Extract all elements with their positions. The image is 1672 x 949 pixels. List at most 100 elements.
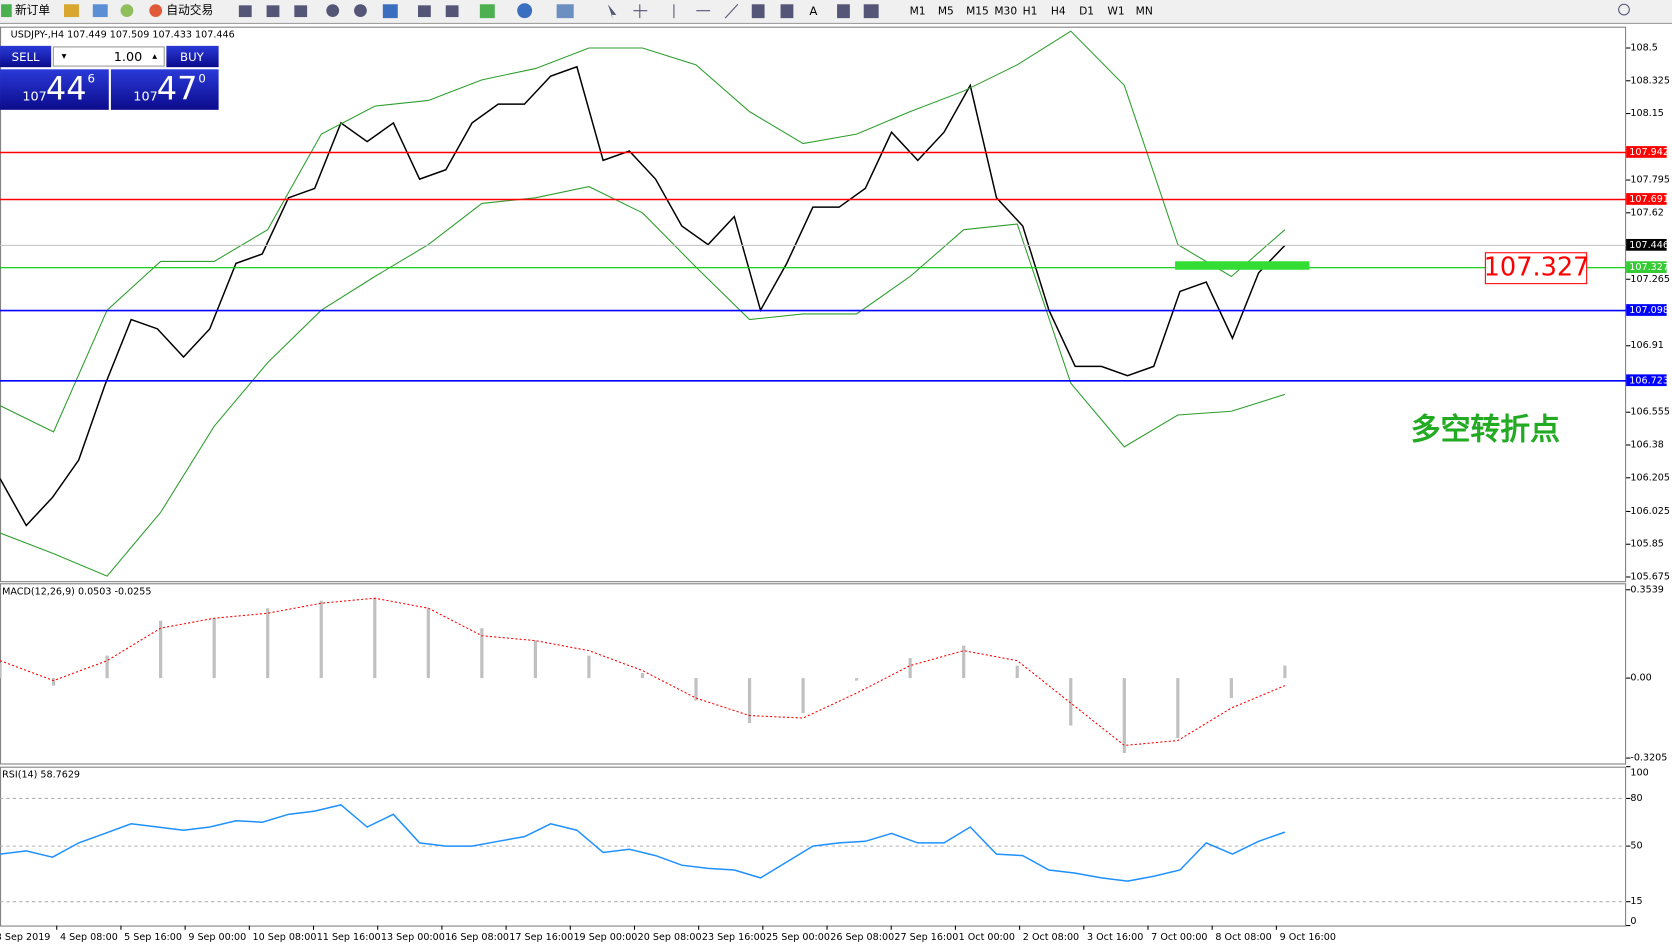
time-label: 4 Sep 08:00 bbox=[60, 932, 118, 943]
trade-panel: SELL 1.00 ▾ ▴ BUY 107 44 6 107 47 0 bbox=[0, 45, 219, 110]
lot-value[interactable]: 1.00 bbox=[114, 50, 142, 65]
bid-big: 107 bbox=[22, 90, 46, 105]
plots bbox=[0, 30, 1627, 903]
main-frame bbox=[0, 26, 1627, 583]
bid-sup: 6 bbox=[87, 71, 94, 85]
price-label-box bbox=[1626, 261, 1667, 273]
icon bbox=[1, 4, 12, 18]
time-label: 5 Sep 16:00 bbox=[124, 932, 182, 943]
price-label-box bbox=[1626, 238, 1667, 251]
price-label: 107.098 bbox=[1629, 305, 1669, 316]
lot-up[interactable]: ▴ bbox=[152, 51, 157, 62]
y-tick-label: 106.38 bbox=[1630, 439, 1664, 450]
time-label: 1 Oct 00:00 bbox=[959, 932, 1015, 943]
y-tick-label: -0.3205 bbox=[1630, 753, 1667, 764]
tool-icons[interactable]: A bbox=[238, 3, 879, 20]
callout-box bbox=[1484, 252, 1588, 285]
y-tick-label: 107.265 bbox=[1630, 274, 1670, 285]
timeframe-button[interactable]: W1 bbox=[1107, 5, 1124, 18]
price-label: 107.691 bbox=[1629, 194, 1669, 205]
price-label: 107.942 bbox=[1629, 147, 1669, 158]
price-label: 107.446 bbox=[1629, 240, 1669, 251]
callout-label: 107.327 bbox=[1484, 253, 1590, 283]
timeframe-bar: M1 M5 M15 M30 H1 H4 D1 W1 MN bbox=[910, 5, 1153, 18]
y-tick-label: 107.62 bbox=[1630, 207, 1664, 218]
y-tick-label: 108.5 bbox=[1630, 43, 1657, 54]
timeframe-button[interactable]: M30 bbox=[994, 5, 1017, 18]
lot-input[interactable] bbox=[52, 46, 165, 67]
timeframe-button[interactable]: D1 bbox=[1079, 5, 1094, 18]
search-icon[interactable] bbox=[1618, 3, 1630, 16]
time-label: 9 Oct 16:00 bbox=[1280, 932, 1336, 943]
auto-trading-button[interactable]: 自动交易 bbox=[166, 3, 213, 17]
buy-button[interactable] bbox=[166, 45, 219, 68]
timeframe-button[interactable]: M5 bbox=[938, 5, 954, 18]
series-line bbox=[0, 30, 1286, 433]
price-label: 106.723 bbox=[1629, 375, 1669, 386]
y-tick-label: 80 bbox=[1630, 793, 1642, 804]
axes: 3 Sep 2019 4 Sep 08:00 5 Sep 16:00 9 Sep 00… bbox=[0, 30, 1670, 943]
timeframe-button[interactable]: M1 bbox=[910, 5, 926, 18]
annotation: 多空转折点 bbox=[1411, 412, 1560, 447]
buy-label[interactable]: BUY bbox=[180, 50, 205, 64]
time-label: 3 Oct 16:00 bbox=[1087, 932, 1143, 943]
panel-title: RSI(14) 58.7629 bbox=[2, 770, 80, 781]
icon[interactable] bbox=[120, 4, 134, 18]
price-label-box bbox=[1626, 146, 1667, 158]
time-label: 26 Sep 08:00 bbox=[830, 932, 894, 943]
sell-label[interactable]: SELL bbox=[12, 50, 40, 64]
new-order-button[interactable]: 新订单 bbox=[15, 3, 50, 17]
ask-main: 47 bbox=[157, 70, 198, 108]
panel-title: USDJPY-,H4 107.449 107.509 107.433 107.4… bbox=[11, 30, 235, 41]
signal-line bbox=[0, 597, 1286, 746]
price-label-box bbox=[1626, 193, 1667, 205]
price-label-box bbox=[1626, 304, 1667, 316]
y-tick-label: 108.325 bbox=[1630, 75, 1670, 86]
svg-text:A: A bbox=[809, 4, 817, 18]
icon[interactable] bbox=[149, 4, 163, 18]
time-label: 10 Sep 08:00 bbox=[253, 932, 317, 943]
panel-title: MACD(12,26,9) 0.0503 -0.0255 bbox=[2, 586, 151, 597]
icon[interactable] bbox=[92, 4, 108, 18]
timeframe-button[interactable]: M15 bbox=[966, 5, 989, 18]
ask-sup: 0 bbox=[198, 71, 205, 85]
icon[interactable] bbox=[64, 4, 79, 18]
series-line bbox=[0, 186, 1286, 577]
time-label: 11 Sep 16:00 bbox=[317, 932, 381, 943]
lot-down[interactable]: ▾ bbox=[62, 51, 67, 62]
timeframe-button[interactable]: H4 bbox=[1051, 5, 1066, 18]
y-tick-label: 106.91 bbox=[1630, 340, 1664, 351]
y-tick-label: 0 bbox=[1630, 916, 1636, 927]
bid-main: 44 bbox=[46, 70, 87, 108]
y-tick-label: 15 bbox=[1630, 896, 1642, 907]
time-label: 2 Oct 08:00 bbox=[1023, 932, 1079, 943]
ask-big: 107 bbox=[133, 90, 157, 105]
y-tick-label: 0.3539 bbox=[1630, 584, 1664, 595]
ask-box[interactable] bbox=[110, 69, 219, 110]
y-tick-label: 108.15 bbox=[1630, 108, 1664, 119]
time-label: 8 Oct 08:00 bbox=[1215, 932, 1271, 943]
time-label: 19 Sep 00:00 bbox=[573, 932, 637, 943]
series-line bbox=[0, 65, 1286, 527]
bid-box[interactable] bbox=[0, 69, 109, 110]
price-label-box bbox=[1626, 374, 1667, 387]
y-tick-label: 0.00 bbox=[1630, 673, 1651, 684]
time-label: 20 Sep 08:00 bbox=[638, 932, 702, 943]
y-tick-label: 106.025 bbox=[1630, 506, 1670, 517]
time-label: 7 Oct 00:00 bbox=[1151, 932, 1207, 943]
time-label: 13 Sep 00:00 bbox=[381, 932, 445, 943]
time-label: 17 Sep 16:00 bbox=[509, 932, 573, 943]
y-tick-label: 100 bbox=[1630, 768, 1648, 779]
y-tick-label: 50 bbox=[1630, 841, 1642, 852]
sell-button[interactable] bbox=[0, 45, 52, 68]
timeframe-button[interactable]: MN bbox=[1136, 5, 1153, 18]
price-label: 107.327 bbox=[1629, 262, 1669, 273]
series-line bbox=[0, 804, 1286, 882]
zone-marker bbox=[1175, 261, 1310, 270]
time-label: 27 Sep 16:00 bbox=[894, 932, 958, 943]
y-tick-label: 106.555 bbox=[1630, 407, 1670, 418]
timeframe-button[interactable]: H1 bbox=[1023, 5, 1038, 18]
time-label: 3 Sep 2019 bbox=[0, 932, 50, 943]
